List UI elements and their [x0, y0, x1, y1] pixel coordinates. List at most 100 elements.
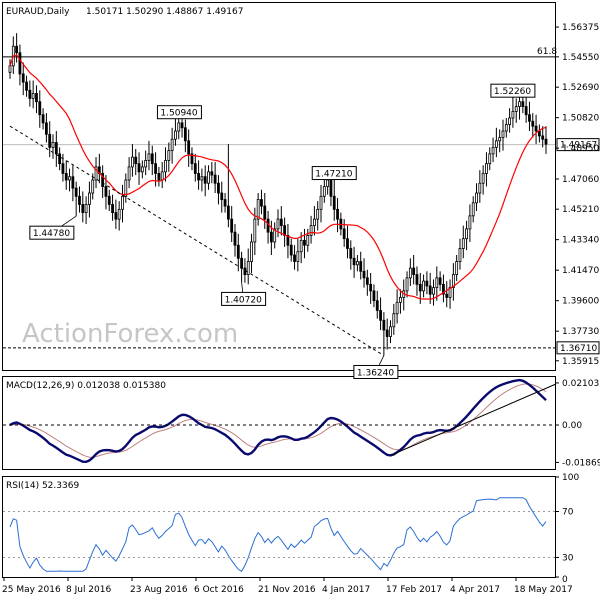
- candle-body: [326, 179, 330, 187]
- candle-body: [365, 277, 369, 285]
- candle-body: [359, 261, 363, 272]
- candle-body: [140, 166, 144, 173]
- candle-body: [524, 106, 528, 116]
- candle-body: [494, 140, 498, 148]
- candle-body: [157, 173, 161, 181]
- candle-body: [392, 313, 396, 328]
- rsi-y-tick-label: 100: [562, 473, 579, 483]
- candle-body: [349, 248, 353, 259]
- candle-body: [193, 163, 197, 174]
- candle-body: [286, 235, 290, 246]
- candle-body: [303, 239, 306, 246]
- candle-body: [8, 65, 12, 73]
- candle-body: [78, 195, 81, 205]
- rsi-panel-frame: [2, 476, 556, 578]
- candle-body: [41, 114, 45, 124]
- candle-body: [329, 179, 333, 197]
- price-y-tick-label: 1.47060: [562, 175, 599, 185]
- candle-body: [312, 218, 316, 227]
- x-tick-label: 4 Jan 2017: [322, 585, 370, 595]
- candle-body: [104, 186, 108, 197]
- price-y-tick-label: 1.54550: [562, 53, 599, 63]
- candle-body: [164, 160, 167, 173]
- rsi-series: [9, 497, 547, 572]
- candle-body: [293, 254, 296, 262]
- candle-body: [279, 218, 283, 227]
- candle-body: [458, 248, 462, 262]
- candle-body: [415, 274, 419, 285]
- candle-body: [114, 212, 118, 220]
- candle-body: [369, 283, 373, 292]
- macd-y-tick-label: -0.018699: [562, 458, 600, 468]
- candle-body: [150, 153, 154, 165]
- candle-body: [425, 280, 429, 287]
- candle-body: [451, 274, 455, 289]
- macd-panel-title: MACD(12,26,9) 0.012038 0.015380: [6, 381, 166, 391]
- candle-body: [319, 195, 323, 210]
- candle-body: [356, 261, 359, 266]
- annotation-label: 1.52260: [494, 87, 531, 97]
- candle-body: [81, 204, 85, 213]
- candle-body: [180, 122, 184, 129]
- candle-body: [240, 257, 244, 269]
- candle-body: [336, 208, 339, 220]
- support-box: [556, 341, 600, 355]
- candle-body: [438, 277, 442, 285]
- candle-body: [58, 153, 62, 165]
- candle-body: [389, 326, 392, 337]
- candle-body: [461, 238, 465, 249]
- candle-body: [511, 111, 515, 119]
- candle-body: [418, 283, 422, 292]
- macd-line: [9, 378, 547, 464]
- candle-body: [15, 45, 19, 54]
- candle-body: [269, 231, 273, 243]
- x-axis: 25 May 2016 8 Jul 2016 23 Aug 2016 6 Oct 20…: [2, 577, 573, 595]
- annotation-box: [156, 105, 202, 120]
- candle-body: [263, 205, 267, 220]
- candle-body: [183, 127, 187, 142]
- x-tick-label: 6 Oct 2016: [194, 585, 244, 595]
- candle-body: [405, 277, 409, 292]
- candle-body: [177, 122, 181, 132]
- candle-body: [107, 195, 111, 205]
- candle-body: [471, 202, 475, 217]
- macd-y-axis: 0.021032 0.00 -0.018699: [3, 379, 600, 468]
- annotation-label: 1.50940: [160, 109, 197, 119]
- candle-body: [200, 176, 204, 181]
- candle-body: [299, 239, 303, 253]
- candle-body: [514, 106, 518, 112]
- candle-body: [256, 199, 260, 220]
- candle-body: [144, 160, 148, 168]
- candle-body: [395, 301, 399, 315]
- candle-body: [468, 215, 472, 230]
- candle-body: [190, 153, 194, 165]
- candle-body: [534, 125, 538, 132]
- candle-body: [170, 138, 174, 152]
- candle-body: [399, 297, 402, 303]
- candle-body: [362, 270, 366, 279]
- candle-body: [61, 163, 65, 174]
- candle-body: [28, 89, 32, 99]
- candle-body: [273, 228, 277, 243]
- candle-body: [541, 135, 545, 140]
- candle-body: [134, 156, 138, 165]
- candle-body: [223, 199, 227, 207]
- candle-body: [174, 130, 177, 140]
- macd-series: [9, 378, 557, 464]
- x-tick-label: 21 Nov 2016: [258, 585, 316, 595]
- last-price-box: [556, 138, 600, 152]
- annotation-box: [353, 364, 399, 379]
- candle-body: [375, 300, 379, 311]
- candle-body: [154, 163, 157, 174]
- candle-body: [210, 171, 214, 176]
- candle-body: [478, 182, 482, 194]
- candle-body: [207, 171, 210, 184]
- candle-body: [498, 137, 502, 142]
- candle-body: [220, 192, 224, 200]
- candle-body: [203, 176, 207, 184]
- candle-body: [448, 287, 452, 298]
- candle-body: [54, 142, 58, 155]
- candle-body: [372, 290, 376, 302]
- candle-body: [94, 166, 98, 181]
- macd-trendline: [390, 383, 557, 456]
